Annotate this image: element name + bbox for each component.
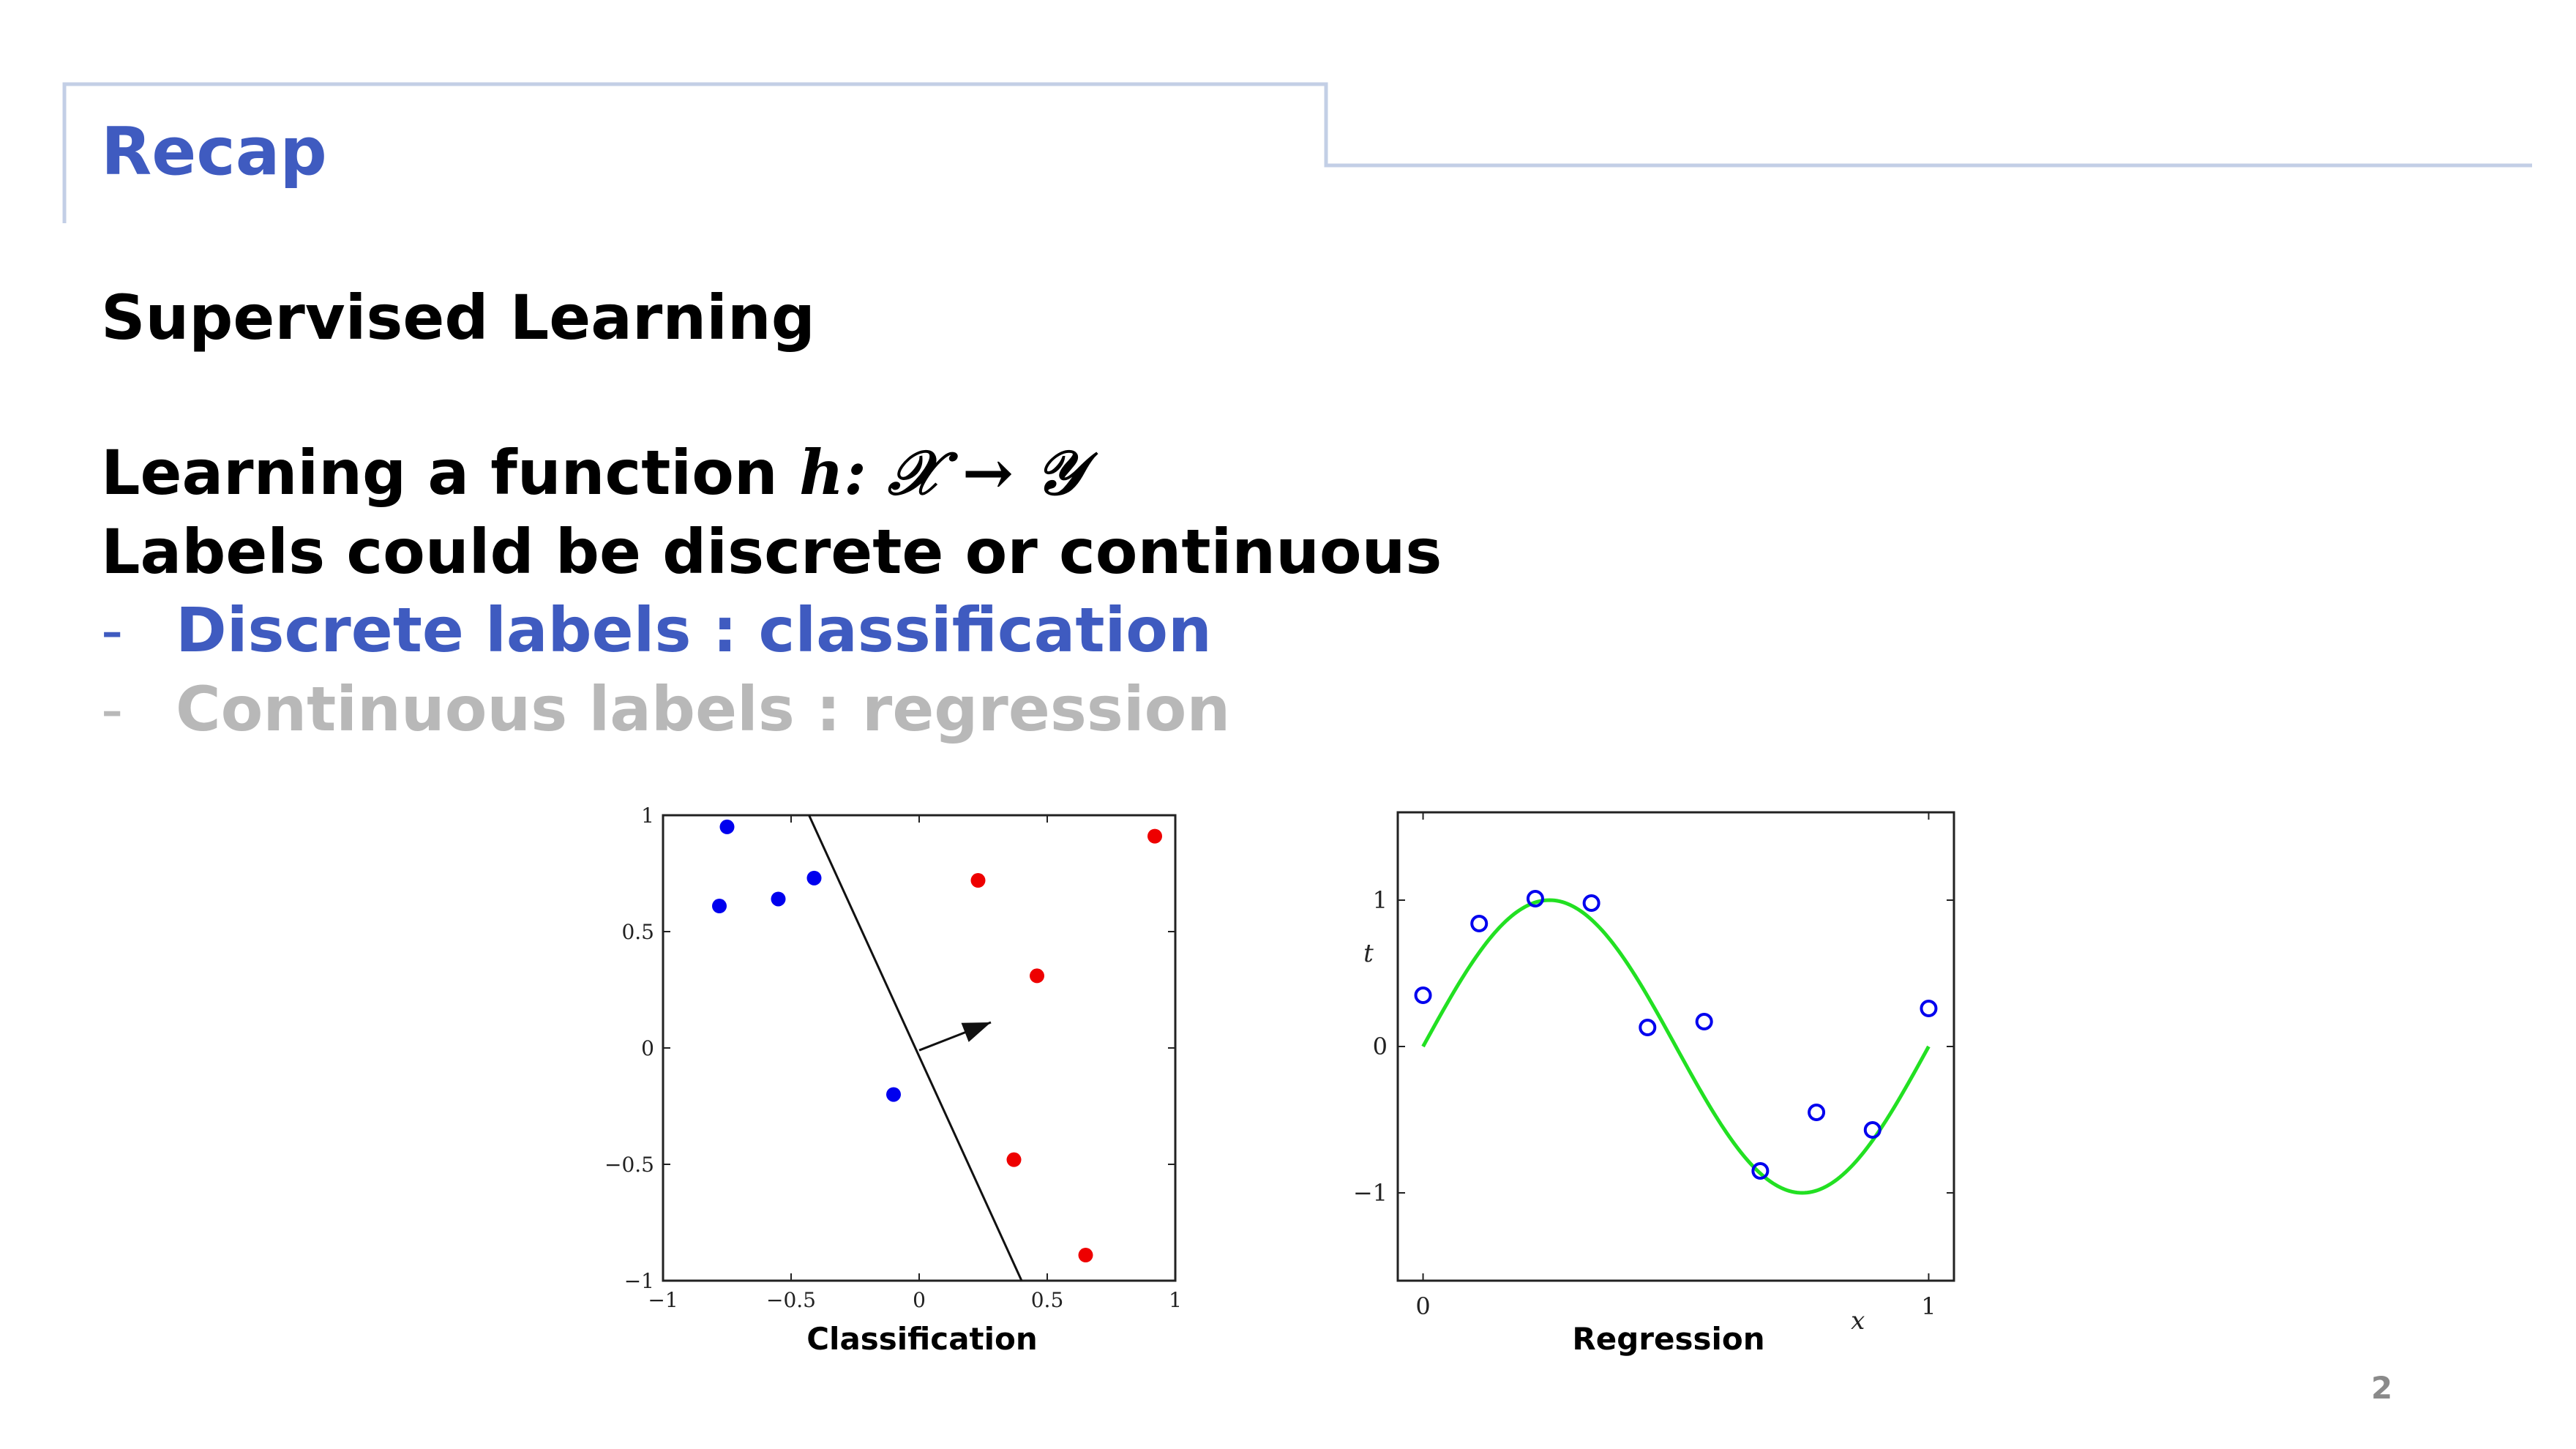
decision-boundary [808,815,1023,1281]
bullet-regression: - Continuous labels : regression [101,673,1230,745]
x-tick-label: 1 [1169,1288,1182,1312]
blue-point [719,819,735,834]
function-text: Learning a function [101,437,778,509]
blue-point [886,1087,901,1102]
slide-title: Recap [101,113,327,190]
red-point [1078,1248,1093,1263]
blue-point [806,870,822,886]
x-tick-label: −0.5 [766,1288,816,1312]
red-point [1147,828,1162,844]
data-point [1751,1162,1770,1180]
y-tick-label: 0 [641,1036,654,1060]
bullet-classification: - Discrete labels : classification [101,594,1212,666]
bullet-dash: - [101,594,124,666]
x-tick-label: 0 [913,1288,926,1312]
y-tick-label: −1 [1353,1179,1388,1207]
red-point [1006,1152,1022,1167]
data-point [1526,890,1544,907]
blue-point [771,891,786,907]
x-axis-label: x [1851,1306,1865,1332]
bullet-text: Continuous labels : regression [176,673,1231,745]
data-point [1582,894,1600,912]
y-tick-label: 1 [641,804,654,828]
y-tick-label: 0 [1373,1033,1388,1060]
red-point [1030,968,1044,984]
x-tick-label: 0 [1415,1292,1430,1320]
classification-caption: Classification [806,1321,1038,1357]
bullet-dash: - [101,673,124,745]
red-point [970,873,986,888]
x-tick-label: 0.5 [1031,1288,1064,1312]
header-frame [62,82,2532,223]
data-point [1639,1019,1657,1036]
y-tick-label: −1 [624,1269,654,1293]
data-point [1414,986,1432,1004]
x-tick-label: 1 [1921,1292,1936,1320]
labels-line: Labels could be discrete or continuous [101,516,1442,588]
blue-point [712,899,727,914]
regression-caption: Regression [1572,1321,1765,1357]
y-axis-label: t [1363,939,1374,968]
classification-chart: −1−1 −0.5 −0.5 0 0 0.5 0.5 1 1 [604,804,1182,1312]
sine-curve [1421,898,1931,1195]
regression-chart: 0 1 −1 0 1 x t [1353,811,1955,1332]
data-point [1695,1013,1713,1030]
x-tick-label: −1 [648,1288,678,1312]
y-tick-label: 1 [1373,886,1388,914]
function-line: Learning a function h: 𝒳 → 𝒴 [101,436,1083,509]
bullet-text: Discrete labels : classification [176,594,1212,666]
y-tick-label: −0.5 [604,1153,654,1177]
function-math: h: 𝒳 → 𝒴 [798,436,1084,509]
data-point [1863,1121,1882,1139]
arrow-head [961,1022,991,1042]
section-heading: Supervised Learning [101,282,815,353]
data-point [1470,915,1489,932]
data-point [1920,1000,1938,1017]
page-number: 2 [2371,1370,2393,1406]
plot-frame [662,814,1177,1282]
y-tick-label: 0.5 [621,920,654,944]
data-point [1808,1104,1826,1121]
